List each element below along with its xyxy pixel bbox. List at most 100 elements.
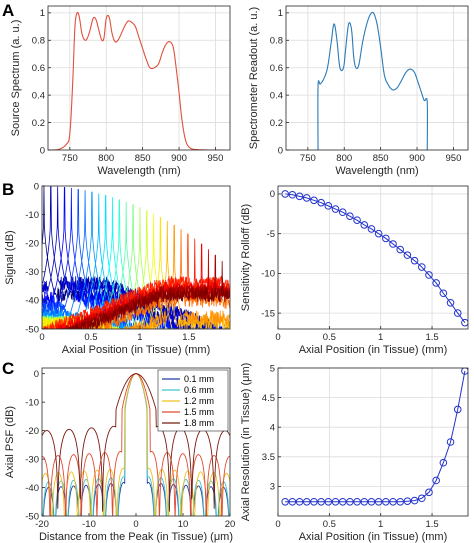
x-tick-label: 10 bbox=[178, 519, 189, 530]
plot-area bbox=[317, 11, 428, 150]
data-point bbox=[439, 458, 448, 467]
y-tick-label: -30 bbox=[25, 267, 39, 278]
y-axis-label: Spectrometer Readout (a. u.) bbox=[248, 7, 260, 149]
y-tick-label: -10 bbox=[25, 397, 39, 408]
data-point bbox=[403, 251, 412, 259]
chart-b-right: 0 0.5 1 1.5 -15 -10 -5 0 Axial Position (in Tiss… bbox=[240, 185, 469, 356]
x-tick-label: 850 bbox=[135, 153, 151, 164]
y-tick-label: -10 bbox=[25, 210, 39, 221]
x-axis-label: Axial Position (in Tissue) (mm) bbox=[299, 344, 448, 356]
data-point bbox=[374, 497, 383, 506]
data-line bbox=[285, 370, 466, 503]
x-tick-label: 0 bbox=[39, 332, 44, 343]
x-tick-label: 1 bbox=[378, 332, 383, 343]
data-line bbox=[285, 193, 466, 323]
legend-entry: 1.5 mm bbox=[184, 407, 214, 417]
data-point bbox=[324, 202, 333, 210]
data-point bbox=[331, 205, 340, 213]
data-point bbox=[338, 497, 347, 506]
x-tick-label: 0.5 bbox=[323, 519, 336, 530]
x-tick-label: 0.5 bbox=[323, 332, 336, 343]
y-tick-label: -40 bbox=[25, 296, 39, 307]
data-point bbox=[310, 497, 318, 506]
x-axis-label: Axial Position (in Tissue) (mm) bbox=[62, 344, 211, 356]
y-tick-label: 0 bbox=[34, 181, 39, 192]
data-point bbox=[382, 497, 390, 506]
y-tick-label: 3.5 bbox=[262, 452, 275, 463]
data-point bbox=[389, 240, 397, 248]
data-point bbox=[288, 190, 297, 199]
y-axis-label: Sensitivity Rolloff (dB) bbox=[240, 204, 252, 311]
y-tick-label: -30 bbox=[25, 454, 39, 465]
chart-c-left: 0.1 mm0.6 mm1.2 mm1.5 mm1.8 mm -20 -10 0 10 2… bbox=[4, 367, 236, 543]
data-point bbox=[446, 298, 455, 307]
y-tick-label: 0.2 bbox=[270, 118, 283, 129]
data-point bbox=[360, 497, 369, 506]
y-tick-label: 4.5 bbox=[262, 393, 275, 404]
data-point bbox=[453, 405, 462, 414]
data-point bbox=[295, 192, 304, 201]
axes-box bbox=[47, 5, 231, 151]
data-point bbox=[425, 271, 433, 279]
plot-area bbox=[51, 11, 223, 150]
data-point bbox=[461, 368, 468, 375]
y-tick-label: 0.4 bbox=[32, 90, 45, 101]
signal-peak-trace bbox=[42, 217, 230, 329]
y-tick-label: -5 bbox=[267, 229, 275, 240]
data-point bbox=[410, 256, 419, 265]
legend-entry: 0.1 mm bbox=[184, 374, 214, 384]
x-tick-label: 750 bbox=[300, 153, 316, 164]
legend: 0.1 mm0.6 mm1.2 mm1.5 mm1.8 mm bbox=[157, 369, 229, 432]
x-tick-label: -10 bbox=[82, 519, 96, 530]
chart-a-left: 750 800 850 900 950 0 0.2 0.4 0.6 0.8 1 Wavelength … bbox=[10, 5, 231, 177]
x-tick-label: 800 bbox=[336, 153, 352, 164]
y-tick-label: 0 bbox=[278, 145, 283, 156]
data-point bbox=[425, 488, 433, 497]
axes-box bbox=[285, 5, 469, 151]
panel-label-c: C bbox=[2, 359, 14, 378]
data-point bbox=[417, 263, 426, 271]
x-tick-label: 0.5 bbox=[84, 332, 97, 343]
data-point bbox=[367, 225, 376, 233]
data-point bbox=[353, 216, 361, 224]
chart-a-right: 750 800 850 900 950 0 0.2 0.4 0.6 0.8 1 Wavelength … bbox=[248, 5, 469, 177]
y-tick-label: -20 bbox=[25, 239, 39, 250]
data-point bbox=[346, 497, 354, 506]
data-point bbox=[331, 497, 340, 506]
data-point bbox=[338, 208, 347, 217]
axes-box bbox=[41, 185, 231, 330]
data-point bbox=[403, 497, 412, 506]
y-tick-label: -50 bbox=[25, 511, 39, 522]
data-point bbox=[353, 497, 361, 506]
x-tick-label: 20 bbox=[225, 519, 236, 530]
signal-peak-trace bbox=[42, 224, 230, 329]
x-tick-label: 950 bbox=[446, 153, 462, 164]
x-tick-label: 1.5 bbox=[425, 519, 438, 530]
axes-box bbox=[277, 367, 469, 517]
data-point bbox=[446, 438, 455, 446]
y-tick-label: 5 bbox=[270, 363, 275, 374]
y-tick-label: -10 bbox=[261, 269, 275, 280]
x-tick-label: 900 bbox=[171, 153, 187, 164]
data-point bbox=[295, 497, 304, 506]
x-tick-label: 750 bbox=[62, 153, 78, 164]
data-point bbox=[417, 494, 426, 503]
chart-b-left: 0 0.5 1 1.5 -50 -40 -30 -20 -10 0 Axial Position (… bbox=[4, 181, 231, 356]
y-axis-label: Source Spectrum (a. u.) bbox=[10, 20, 22, 137]
data-point bbox=[317, 198, 325, 207]
data-point bbox=[461, 318, 468, 327]
data-point bbox=[281, 497, 289, 506]
y-tick-label: 0.6 bbox=[270, 63, 283, 74]
x-axis-label: Axial Position (in Tissue) (mm) bbox=[299, 531, 448, 543]
signal-peak-trace bbox=[42, 260, 230, 329]
y-tick-label: 0.6 bbox=[32, 63, 45, 74]
x-axis-label: Distance from the Peak (in Tissue) (μm) bbox=[39, 531, 233, 543]
data-point bbox=[432, 279, 440, 287]
y-tick-label: 1 bbox=[278, 8, 283, 19]
data-point bbox=[281, 190, 289, 198]
x-tick-label: 1 bbox=[378, 519, 383, 530]
x-tick-label: 0 bbox=[133, 519, 138, 530]
data-point bbox=[410, 496, 419, 505]
y-tick-label: -50 bbox=[25, 324, 39, 335]
y-tick-label: 0 bbox=[40, 145, 45, 156]
